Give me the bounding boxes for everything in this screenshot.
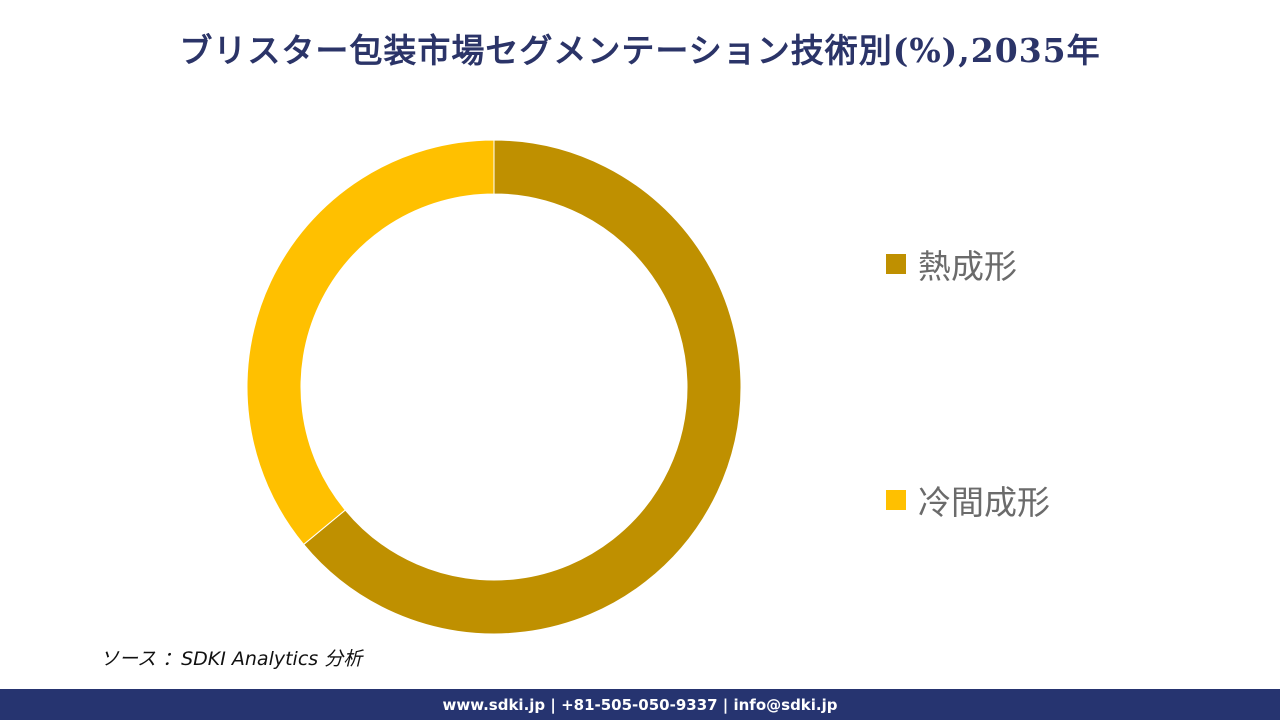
donut-segment-1 — [246, 139, 495, 546]
legend-label: 冷間成形 — [918, 483, 1050, 522]
donut-chart — [240, 133, 748, 641]
footer-bar: www.sdki.jp | +81-505-050-9337 | info@sd… — [0, 689, 1280, 720]
donut-segment-0 — [302, 139, 742, 635]
legend-label: 熱成形 — [918, 247, 1017, 286]
footer-contact: www.sdki.jp | +81-505-050-9337 | info@sd… — [442, 695, 838, 714]
legend-item-thermoforming: 熱成形 — [886, 240, 1017, 288]
source-note: ソース ：SDKI Analytics 分析 — [100, 648, 363, 670]
chart-title: ブリスター包装市場セグメンテーション技術別(%),2035年 — [179, 31, 1101, 70]
legend-swatch-icon — [886, 490, 906, 510]
legend-swatch-icon — [886, 254, 906, 274]
legend-item-cold-forming: 冷間成形 — [886, 476, 1050, 524]
donut-svg — [246, 139, 742, 635]
